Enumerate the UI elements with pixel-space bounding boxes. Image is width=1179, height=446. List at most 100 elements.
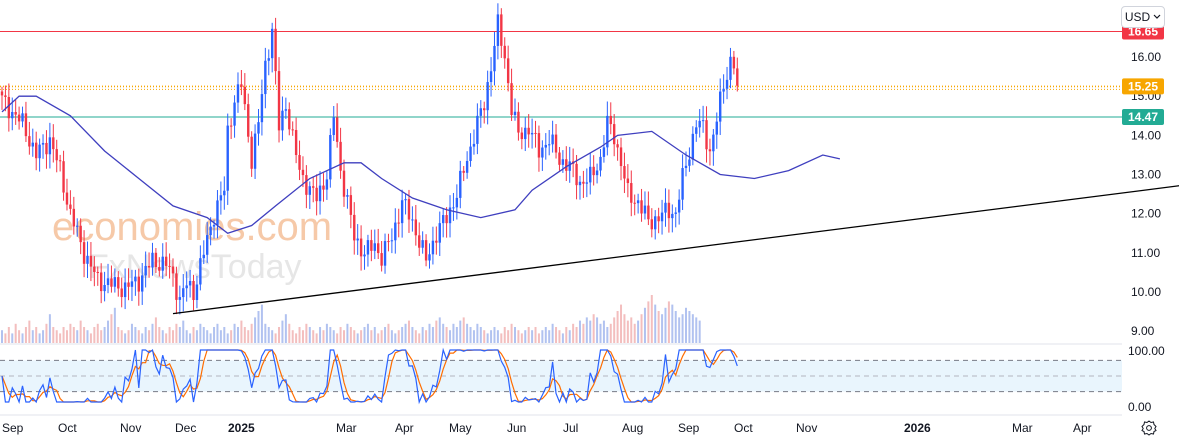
candle-body <box>469 146 472 161</box>
time-tick: May <box>449 421 472 435</box>
candle-body <box>281 110 284 131</box>
candle-body <box>199 258 202 285</box>
currency-button[interactable]: USD <box>1121 6 1165 28</box>
candle-body <box>274 28 277 72</box>
candle-body <box>558 152 561 165</box>
candle-body <box>257 122 260 134</box>
volume-bar <box>353 330 356 343</box>
volume-bar <box>698 320 701 343</box>
volume-bar <box>31 330 34 343</box>
volume-bar <box>189 333 192 343</box>
volume-bar <box>107 320 110 343</box>
candle-body <box>691 133 695 160</box>
candle-body <box>342 170 346 197</box>
volume-bar <box>62 327 65 343</box>
volume-bar <box>69 323 72 343</box>
candle-body <box>595 170 599 176</box>
candle-body <box>476 115 479 144</box>
volume-bar <box>154 317 157 343</box>
volume-bar <box>623 314 626 343</box>
candle-body <box>517 111 520 133</box>
candle-body <box>4 95 7 97</box>
price-axis: 9.0010.0011.0012.0013.0014.0015.0016.001… <box>1131 11 1161 338</box>
volume-bar <box>38 333 41 343</box>
volume-bar <box>442 323 445 343</box>
candle-body <box>86 255 89 264</box>
volume-bar <box>431 327 434 343</box>
candle-body <box>664 202 667 213</box>
candle-body <box>554 134 558 153</box>
candle-body <box>335 117 339 142</box>
candle-body <box>171 266 175 274</box>
volume-bar <box>226 333 229 343</box>
candle-body <box>195 284 199 301</box>
volume-bar <box>421 327 424 343</box>
candle-body <box>599 156 602 171</box>
volume-bar <box>195 330 198 343</box>
volume-bar <box>243 327 246 343</box>
candle-body <box>144 265 147 276</box>
candle-body <box>654 216 657 230</box>
candle-body <box>356 238 359 241</box>
volume-bar <box>260 304 263 343</box>
volume-bar <box>671 304 674 343</box>
volume-bar <box>633 323 636 343</box>
candle-body <box>318 185 322 202</box>
volume-bar <box>404 323 407 343</box>
support-trendline[interactable] <box>172 175 1179 315</box>
candle-body <box>493 45 496 72</box>
volume-bar <box>661 314 664 343</box>
volume-bar <box>223 327 226 343</box>
settings-button[interactable] <box>1140 419 1158 437</box>
volume-bar <box>250 323 253 343</box>
candle-body <box>380 253 383 266</box>
candle-body <box>684 165 688 169</box>
candle-body <box>277 71 281 131</box>
volume-bar <box>185 330 188 343</box>
volume-bar <box>585 317 588 343</box>
volume-bar <box>360 330 363 343</box>
time-tick: Apr <box>395 421 414 435</box>
volume-bar <box>271 330 274 343</box>
candle-body <box>578 181 582 186</box>
candle-body <box>127 282 130 287</box>
volume-bar <box>254 317 257 343</box>
candle-body <box>178 297 182 300</box>
volume-bar <box>507 330 510 343</box>
price-tick: 14.00 <box>1131 128 1161 142</box>
time-tick: Apr <box>1073 421 1092 435</box>
candle-body <box>520 132 524 140</box>
candle-body <box>353 214 356 241</box>
candle-body <box>137 276 140 292</box>
time-tick: 2026 <box>904 421 931 435</box>
candle-body <box>325 179 329 190</box>
candle-body <box>154 252 158 268</box>
volume-bar <box>14 323 17 343</box>
volume-bar <box>394 333 397 343</box>
volume-bar <box>35 327 38 343</box>
candle-body <box>431 240 435 255</box>
volume-bar <box>267 327 270 343</box>
candle-body <box>250 136 253 169</box>
candle-body <box>530 132 534 135</box>
candle-body <box>151 252 154 268</box>
candle-body <box>322 185 325 190</box>
candle-body <box>24 113 28 137</box>
candle-body <box>288 109 291 130</box>
candle-body <box>486 82 489 111</box>
candle-body <box>260 94 264 123</box>
candle-body <box>79 225 82 243</box>
volume-bar <box>325 323 328 343</box>
volume-bar <box>216 323 219 343</box>
candle-body <box>500 14 503 46</box>
volume-bar <box>59 333 62 343</box>
candle-body <box>455 197 459 208</box>
candle-body <box>158 267 161 271</box>
time-tick: Dec <box>175 421 196 435</box>
candle-body <box>17 114 21 122</box>
candle-body <box>575 163 578 186</box>
candle-body <box>510 83 513 116</box>
volume-bar <box>486 333 489 343</box>
volume-bar <box>343 330 345 343</box>
